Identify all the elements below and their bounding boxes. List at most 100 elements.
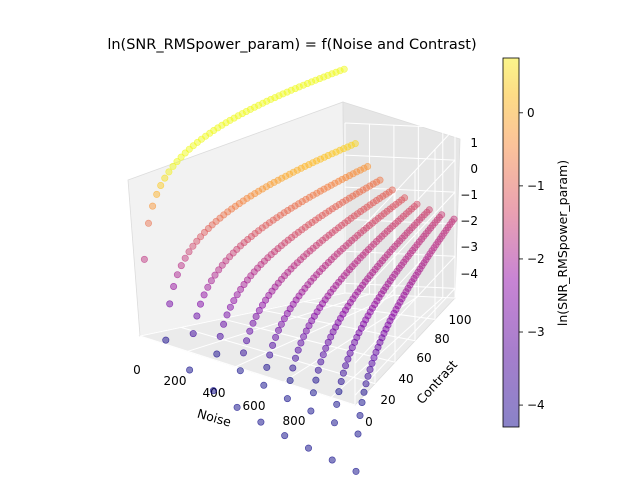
x-tick-label: 0 [133, 363, 141, 377]
scatter-point [170, 282, 178, 290]
scatter-point [162, 336, 170, 344]
floor-grid-line [235, 294, 395, 368]
scatter-point [216, 332, 224, 340]
scatter-point [200, 291, 208, 299]
scatter-point [181, 254, 189, 262]
scatter-point [169, 162, 177, 170]
scatter-point [304, 444, 312, 452]
scatter-point [223, 311, 231, 319]
scatter-point [258, 301, 266, 309]
scatter-point [322, 344, 330, 352]
scatter-point [342, 362, 350, 370]
colorbar [502, 57, 520, 428]
colorbar-tick-label: 0 [527, 106, 535, 120]
scatter-point [360, 388, 368, 396]
scatter-point [249, 319, 257, 327]
colorbar-tick-label: −4 [527, 398, 545, 412]
scatter-point [263, 363, 271, 371]
scatter-point [237, 285, 245, 293]
scatter-point [255, 306, 263, 314]
scatter-point [344, 355, 352, 363]
scatter-point [240, 349, 248, 357]
scatter-point [300, 333, 308, 341]
scatter-point [277, 320, 285, 328]
scatter-point [189, 330, 197, 338]
scatter-point [246, 327, 254, 335]
y-tick-label: 60 [416, 351, 431, 365]
scatter-point [149, 202, 157, 210]
floor-grid-line [330, 297, 444, 398]
floor-grid-line [139, 335, 356, 406]
scatter-point [140, 255, 148, 263]
scatter-point [266, 351, 274, 359]
scatter-point [252, 312, 260, 320]
wall-grid-line [354, 288, 456, 396]
scatter-point [272, 333, 280, 341]
scatter-point [333, 400, 341, 408]
colorbar-tick-label: −3 [527, 325, 545, 339]
scatter-point [346, 349, 354, 357]
scatter-point [215, 266, 223, 274]
scatter-point [319, 351, 327, 359]
scatter-point [330, 419, 338, 427]
scatter-point [181, 149, 189, 157]
scatter-point [364, 372, 372, 380]
scatter-point [274, 326, 282, 334]
colorbar-label: ln(SNR_RMSpower_param) [555, 160, 570, 326]
wall-grid-line [354, 127, 456, 236]
scatter-point [236, 367, 244, 375]
scatter-point [309, 389, 317, 397]
scatter-point [356, 411, 364, 419]
scatter-point [185, 248, 193, 256]
x-tick-label: 200 [164, 374, 187, 388]
scatter-point [339, 369, 347, 377]
scatter-point [262, 296, 270, 304]
scatter-point [193, 237, 201, 245]
scatter-point [197, 300, 205, 308]
floor-grid-line [139, 292, 346, 337]
scatter-point [197, 233, 205, 241]
scatter-point [173, 271, 181, 279]
scatter-points [140, 65, 458, 475]
scatter-point [207, 277, 215, 285]
scatter-point [193, 312, 201, 320]
x-tick-label: 800 [283, 414, 306, 428]
scatter-point [281, 432, 289, 440]
scatter-point [354, 430, 362, 438]
scatter-point [324, 338, 332, 346]
scatter-point [186, 366, 194, 374]
scatter-point [280, 315, 288, 323]
scatter-point [289, 364, 297, 372]
colorbar-tick-label: −2 [527, 252, 545, 266]
z-tick-label: −4 [460, 267, 478, 281]
y-tick-label: 80 [434, 332, 449, 346]
scatter-point [260, 381, 268, 389]
scatter-point [145, 219, 153, 227]
scatter-point [165, 168, 173, 176]
wall-grid-line [344, 122, 456, 129]
wall-grid-line [354, 255, 456, 364]
scatter-point [294, 346, 302, 354]
scatter-point [286, 376, 294, 384]
z-axis-ticks: 1 0 −1 −2 −3 −4 [460, 136, 478, 281]
colorbar-ticks: 0 −1 −2 −3 −4 [519, 106, 545, 412]
colorbar-tick-label: −1 [527, 179, 545, 193]
z-tick-label: −3 [460, 240, 478, 254]
scatter-point [213, 350, 221, 358]
scatter-point [366, 365, 374, 373]
scatter-point [201, 228, 209, 236]
scatter-point [362, 380, 370, 388]
x-axis-ticks: 0 200 400 600 800 [133, 363, 305, 428]
scatter-point [157, 182, 165, 190]
scatter-point [312, 376, 320, 384]
scatter-point [173, 158, 181, 166]
scatter-point [204, 283, 212, 291]
chart-title: ln(SNR_RMSpower_param) = f(Noise and Con… [107, 37, 476, 53]
y-tick-label: 100 [449, 313, 472, 327]
z-tick-label: 1 [470, 136, 478, 150]
scatter-point [211, 271, 219, 279]
scatter-point [297, 339, 305, 347]
scatter-point [177, 262, 185, 270]
scatter-point [220, 320, 228, 328]
